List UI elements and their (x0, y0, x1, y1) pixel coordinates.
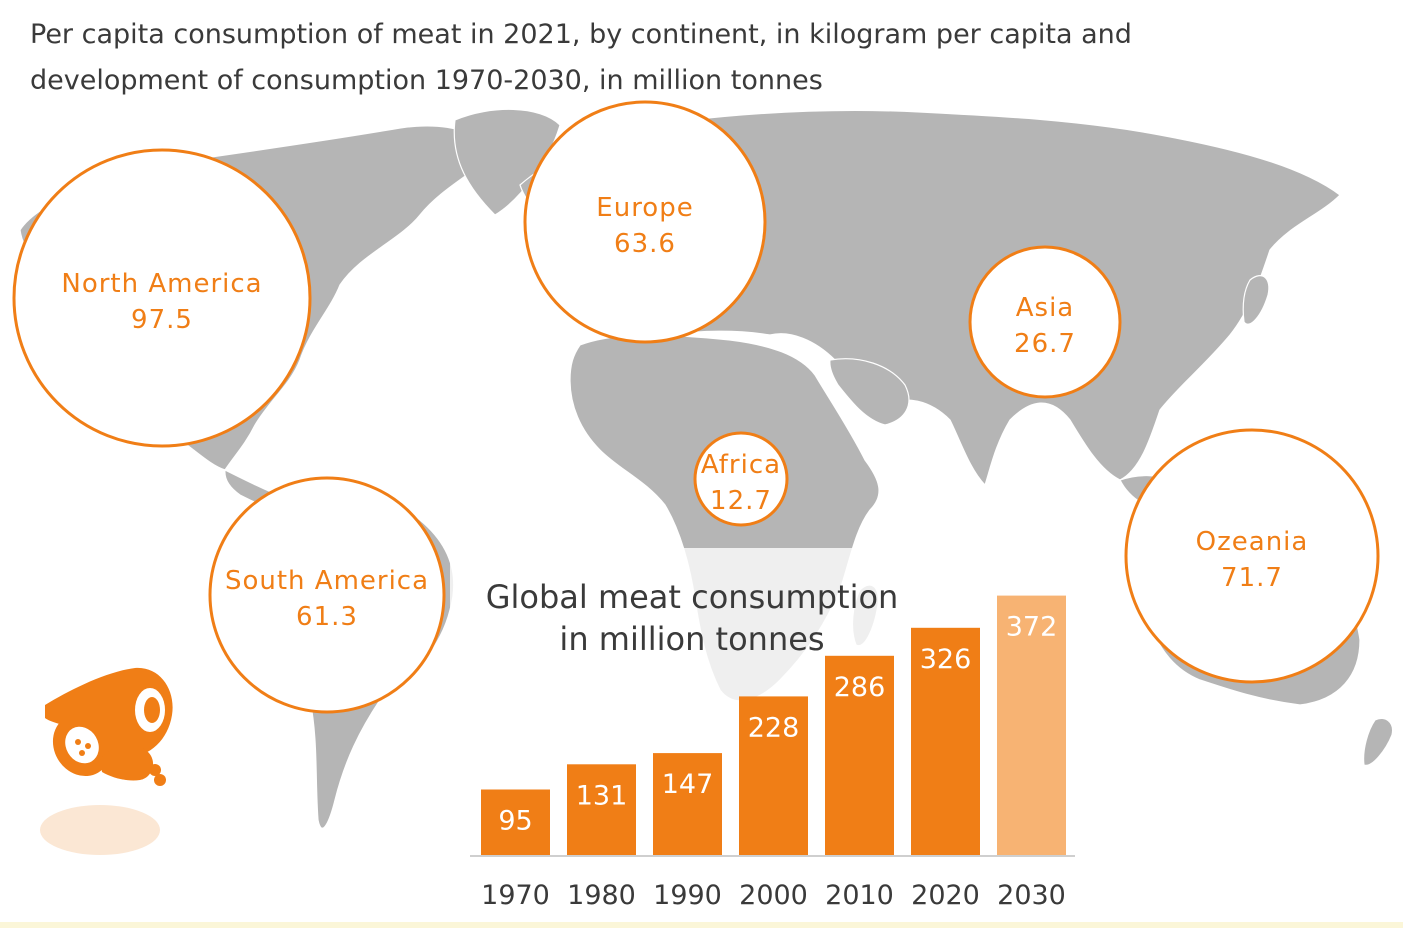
bubble-value: 12.7 (710, 486, 772, 516)
bar-1990 (653, 753, 722, 856)
bar-value-label: 326 (920, 644, 972, 675)
bubble-south-america: South America 61.3 (208, 476, 446, 714)
bar-1980 (567, 764, 636, 856)
bubble-label: Ozeania (1196, 527, 1309, 557)
page-title: Per capita consumption of meat in 2021, … (30, 12, 1370, 104)
bubble-circle (693, 431, 789, 527)
drumstick-knob (149, 764, 161, 776)
landmass-arabia (829, 358, 910, 426)
bubble-circle (968, 245, 1122, 399)
x-axis-ticks: 1970 1980 1990 2000 2010 2020 2030 (481, 880, 1066, 911)
sausage-dot (85, 743, 91, 749)
sausage-face (65, 726, 99, 764)
bar-2000 (739, 696, 808, 856)
bubble-north-america: North America 97.5 (12, 148, 312, 448)
bubble-africa: Africa 12.7 (693, 431, 789, 527)
x-tick-label: 2000 (739, 880, 808, 911)
x-tick-label: 2030 (997, 880, 1066, 911)
bar-value-label: 95 (498, 806, 532, 837)
bubble-value: 71.7 (1221, 563, 1283, 593)
landmass-japan (1242, 275, 1270, 325)
bar-value-label: 147 (662, 769, 714, 800)
landmass-new-zealand (1363, 717, 1394, 766)
bar-chart: Global meat consumption in million tonne… (470, 578, 1075, 911)
meat-icon (40, 667, 173, 855)
x-tick-label: 2010 (825, 880, 894, 911)
ham-shape (45, 667, 173, 758)
bubble-value: 97.5 (131, 305, 193, 335)
ham-bone-core (144, 697, 160, 723)
title-line-1: Per capita consumption of meat in 2021, … (30, 19, 1132, 50)
bubble-circle (523, 100, 767, 344)
bubble-circle (1124, 428, 1380, 684)
x-tick-label: 1990 (653, 880, 722, 911)
bubble-ozeania: Ozeania 71.7 (1124, 428, 1380, 684)
bubble-circle (208, 476, 446, 714)
bar-2030 (997, 595, 1066, 856)
bubble-label: North America (61, 269, 262, 299)
sausage-dot (79, 750, 85, 756)
bar-series: 95 131 147 228 286 326 372 (481, 595, 1066, 856)
icon-reflection (40, 805, 160, 855)
bubble-value: 26.7 (1014, 329, 1076, 359)
bubble-label: Europe (596, 193, 693, 223)
x-tick-label: 1980 (567, 880, 636, 911)
bar-2010 (825, 655, 894, 856)
bar-1970 (481, 789, 550, 856)
drumstick-knob (154, 774, 166, 786)
bubble-label: South America (225, 566, 429, 596)
bubble-circle (12, 148, 312, 448)
bubble-asia: Asia 26.7 (968, 245, 1122, 399)
bar-chart-title-line-2: in million tonnes (559, 620, 824, 658)
bubble-layer: North America 97.5 Europe 63.6 Asia 26.7 Afric… (12, 100, 1380, 714)
drumstick-shape (100, 745, 154, 781)
bar-value-label: 131 (576, 780, 628, 811)
bar-value-label: 372 (1006, 612, 1058, 643)
bubble-value: 63.6 (614, 229, 676, 259)
x-tick-label: 1970 (481, 880, 550, 911)
bottom-band (0, 922, 1403, 928)
bubble-europe: Europe 63.6 (523, 100, 767, 344)
sausage-dot (75, 739, 81, 745)
bar-chart-title-line-1: Global meat consumption (486, 578, 899, 616)
x-tick-label: 2020 (911, 880, 980, 911)
title-line-2: development of consumption 1970-2030, in… (30, 65, 823, 96)
bar-value-label: 228 (748, 712, 800, 743)
bar-2020 (911, 627, 980, 856)
bar-value-label: 286 (834, 672, 886, 703)
bubble-value: 61.3 (296, 602, 358, 632)
bubble-label: Africa (701, 450, 781, 480)
bubble-label: Asia (1016, 293, 1075, 323)
